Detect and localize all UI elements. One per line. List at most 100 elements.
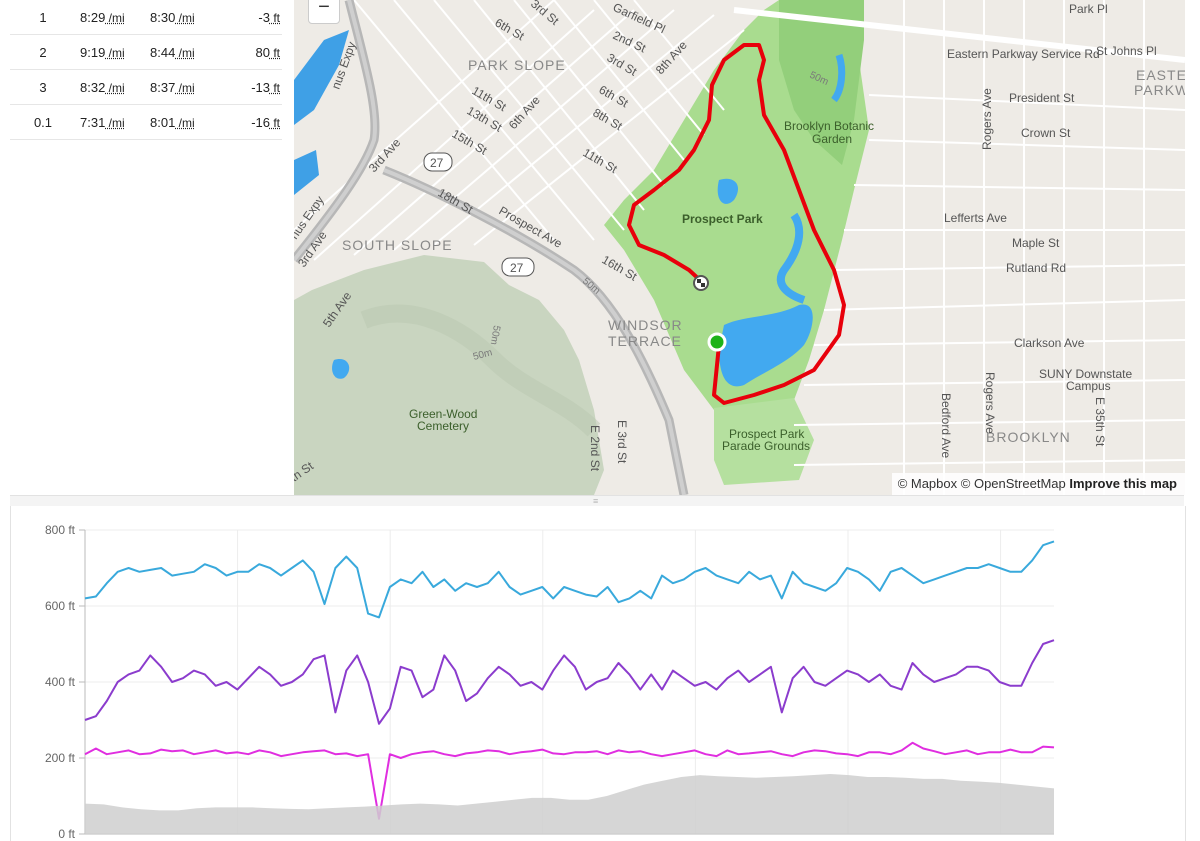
gowanus-canal bbox=[294, 30, 349, 125]
unit-label: /mi bbox=[105, 10, 125, 25]
eastern-service-label: Eastern Parkway Service Rd bbox=[947, 47, 1100, 61]
green-wood-label-1: Green-Wood bbox=[409, 407, 477, 421]
unit-label: /mi bbox=[175, 45, 195, 60]
eighteenth-st-label: 18th St bbox=[436, 185, 477, 216]
map-attribution: © Mapbox © OpenStreetMap Improve this ma… bbox=[891, 473, 1185, 495]
split-pace: 8:29 /mi bbox=[76, 0, 150, 35]
park-pl-label: Park Pl bbox=[1069, 2, 1108, 16]
clarkson-label: Clarkson Ave bbox=[1014, 336, 1085, 350]
prospect-park-label: Prospect Park bbox=[682, 212, 763, 226]
rogers-label-2: Rogers Ave bbox=[983, 372, 997, 434]
series-line-3 bbox=[84, 741, 1055, 820]
improve-map-link[interactable]: Improve this map bbox=[1069, 476, 1177, 491]
suny-label-2: Campus bbox=[1066, 379, 1111, 393]
split-row[interactable]: 1 8:29 /mi 8:30 /mi -3 ft bbox=[10, 0, 282, 35]
contour-label: 50m bbox=[472, 347, 494, 363]
unit-label: /mi bbox=[105, 115, 125, 130]
series-line-1 bbox=[84, 540, 1055, 619]
south-slope-label: SOUTH SLOPE bbox=[342, 237, 453, 253]
unit-label: ft bbox=[269, 45, 280, 60]
botanic-label-2: Garden bbox=[812, 132, 852, 146]
parade-label-2: Parade Grounds bbox=[722, 439, 810, 453]
split-mile: 3 bbox=[10, 69, 76, 105]
split-gap: 8:37 /mi bbox=[150, 69, 222, 105]
y-tick-label: 600 ft bbox=[45, 599, 76, 613]
finish-flag-checker bbox=[701, 283, 705, 287]
split-pace: 9:19 /mi bbox=[76, 34, 150, 70]
y-tick-label: 800 ft bbox=[45, 523, 76, 537]
osm-link[interactable]: © OpenStreetMap bbox=[960, 476, 1066, 491]
split-mile: 2 bbox=[10, 34, 76, 70]
suny-label-1: SUNY Downstate bbox=[1039, 367, 1132, 381]
e35-label: E 35th St bbox=[1093, 397, 1107, 447]
unit-label: ft bbox=[269, 10, 280, 25]
terrace-label: TERRACE bbox=[608, 333, 682, 349]
parade-label-1: Prospect Park bbox=[729, 427, 805, 441]
split-gap: 8:44 /mi bbox=[150, 34, 222, 70]
cemetery-ridge bbox=[360, 304, 601, 437]
lefferts-label: Lefferts Ave bbox=[944, 211, 1007, 225]
maple-label: Maple St bbox=[1012, 236, 1060, 250]
split-elevation: -3 ft bbox=[222, 0, 282, 35]
chart-svg: 800 ft 600 ft 400 ft 200 ft 0 ft bbox=[45, 523, 1055, 841]
lullwater bbox=[717, 178, 739, 204]
split-row[interactable]: 2 9:19 /mi 8:44 /mi 80 ft bbox=[10, 34, 282, 70]
brooklyn-label: BROOKLYN bbox=[986, 429, 1071, 445]
split-elevation: 80 ft bbox=[222, 34, 282, 70]
rutland-label: Rutland Rd bbox=[1006, 261, 1066, 275]
y-tick-label: 400 ft bbox=[45, 675, 76, 689]
unit-label: /mi bbox=[105, 45, 125, 60]
split-gap: 8:01 /mi bbox=[150, 104, 222, 140]
drag-handle-icon[interactable]: ≡ bbox=[593, 496, 599, 506]
unit-label: /mi bbox=[105, 80, 125, 95]
eighth-ave-label: 8th Ave bbox=[653, 38, 690, 77]
bedford-label: Bedford Ave bbox=[939, 393, 953, 458]
split-pace: 7:31 /mi bbox=[76, 104, 150, 140]
split-pace: 8:32 /mi bbox=[76, 69, 150, 105]
second-st-label: 2nd St bbox=[611, 28, 649, 56]
zoom-out-button[interactable]: − bbox=[308, 0, 340, 24]
botanic-label-1: Brooklyn Botanic bbox=[784, 119, 874, 133]
route-27-shield-2: 27 bbox=[501, 257, 535, 277]
cemetery-lake bbox=[332, 359, 350, 379]
split-gap: 8:30 /mi bbox=[150, 0, 222, 35]
eastern-label-2: PARKW bbox=[1134, 82, 1185, 98]
e3rd-label: E 3rd St bbox=[615, 420, 629, 464]
contour-label: 50m bbox=[488, 324, 502, 345]
unit-label: /mi bbox=[175, 115, 195, 130]
gowanus-expressway-inner bbox=[294, 0, 377, 262]
rogers-label-1: Rogers Ave bbox=[980, 88, 994, 150]
unit-label: /mi bbox=[175, 80, 195, 95]
eleventh-st-label-2: 11th St bbox=[581, 145, 621, 176]
start-marker-icon[interactable] bbox=[707, 332, 727, 352]
split-row[interactable]: 0.1 7:31 /mi 8:01 /mi -16 ft bbox=[10, 104, 282, 140]
run-route bbox=[627, 43, 846, 405]
pace-elevation-chart[interactable]: 800 ft 600 ft 400 ft 200 ft 0 ft bbox=[10, 506, 1186, 841]
unit-label: ft bbox=[269, 80, 280, 95]
crown-label: Crown St bbox=[1021, 126, 1071, 140]
unit-label: ft bbox=[269, 115, 280, 130]
eastern-parkway bbox=[733, 7, 1185, 63]
prospect-expressway-inner bbox=[383, 168, 686, 495]
mapbox-link[interactable]: © Mapbox bbox=[897, 476, 958, 491]
st-johns-label: St Johns Pl bbox=[1096, 44, 1157, 58]
park-waterway bbox=[776, 212, 806, 304]
splits-panel: 1 8:29 /mi 8:30 /mi -3 ft 2 9:19 /mi 8:44 /mi 8… bbox=[0, 0, 295, 495]
elevation-area bbox=[85, 774, 1054, 834]
split-mile: 0.1 bbox=[10, 104, 76, 140]
e2nd-label: E 2nd St bbox=[588, 425, 602, 472]
green-wood-label-2: Cemetery bbox=[417, 419, 469, 433]
president-label: President St bbox=[1009, 91, 1075, 105]
prospect-lake bbox=[719, 304, 813, 387]
eastern-label-1: EASTE bbox=[1136, 67, 1185, 83]
unit-label: /mi bbox=[175, 10, 195, 25]
map-canvas[interactable]: 27 27 PARK SLOPE SOUTH SLOPE WINDSOR TER… bbox=[294, 0, 1185, 495]
split-elevation: -13 ft bbox=[222, 69, 282, 105]
route-27-label: 27 bbox=[430, 156, 444, 170]
y-tick-label: 0 ft bbox=[58, 827, 75, 841]
splits-table: 1 8:29 /mi 8:30 /mi -3 ft 2 9:19 /mi 8:44 /mi 8… bbox=[10, 0, 282, 140]
route-27-shield: 27 bbox=[423, 152, 453, 172]
split-row[interactable]: 3 8:32 /mi 8:37 /mi -13 ft bbox=[10, 69, 282, 105]
finish-flag-checker bbox=[697, 279, 701, 283]
route-map[interactable]: 27 27 PARK SLOPE SOUTH SLOPE WINDSOR TER… bbox=[294, 0, 1185, 495]
